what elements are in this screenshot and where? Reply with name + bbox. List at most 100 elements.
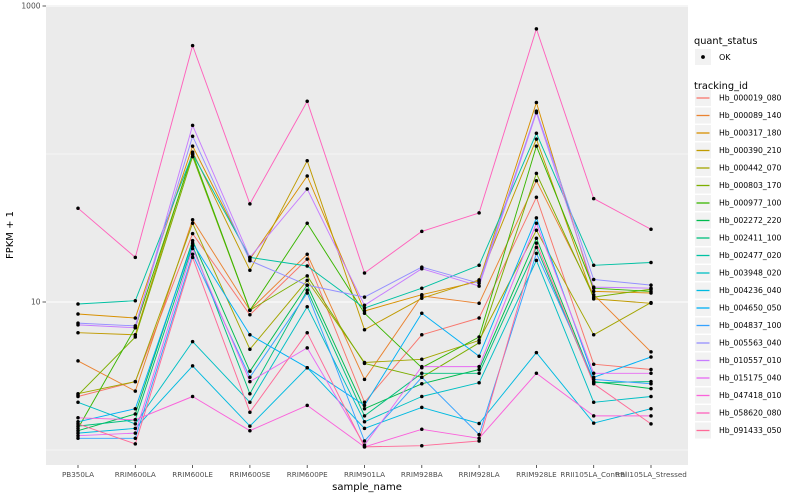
data-points xyxy=(76,27,653,449)
data-point xyxy=(133,426,138,431)
legend-label-Hb_000019_080: Hb_000019_080 xyxy=(719,94,781,103)
data-point xyxy=(133,379,138,384)
data-point xyxy=(133,436,138,441)
legend-label-Hb_058620_080: Hb_058620_080 xyxy=(719,409,781,418)
data-point xyxy=(248,268,252,272)
data-point xyxy=(420,266,424,271)
data-point xyxy=(420,443,424,448)
data-point xyxy=(248,369,252,374)
data-point xyxy=(305,365,309,370)
data-point xyxy=(305,288,309,293)
data-point xyxy=(534,228,539,233)
data-point xyxy=(133,316,138,320)
data-point xyxy=(248,258,252,263)
data-point xyxy=(76,302,80,306)
data-point xyxy=(649,371,653,376)
legend-label-Hb_002477_020: Hb_002477_020 xyxy=(719,251,781,260)
data-point xyxy=(420,394,424,399)
data-point xyxy=(76,330,80,335)
data-point xyxy=(591,295,596,299)
data-point xyxy=(591,382,596,386)
data-point xyxy=(76,422,80,426)
data-point xyxy=(420,229,424,234)
data-point xyxy=(534,178,539,183)
data-point xyxy=(248,313,252,317)
data-point xyxy=(477,436,481,441)
data-point xyxy=(362,303,367,308)
data-point xyxy=(477,263,481,268)
data-point xyxy=(591,333,596,337)
data-point xyxy=(649,260,653,265)
data-point xyxy=(477,278,481,282)
data-point xyxy=(534,350,539,355)
data-point xyxy=(248,347,252,351)
data-point xyxy=(420,382,424,386)
data-point xyxy=(133,335,138,339)
data-point xyxy=(190,394,195,399)
data-point xyxy=(76,436,80,441)
data-point xyxy=(534,171,539,176)
data-point xyxy=(420,405,424,410)
legend-label-Hb_000390_210: Hb_000390_210 xyxy=(719,146,781,155)
data-point xyxy=(534,221,539,226)
data-point xyxy=(133,422,138,426)
data-point xyxy=(534,27,539,31)
data-point xyxy=(76,428,80,433)
data-point xyxy=(477,335,481,339)
x-tick-label: RRIM600LE xyxy=(172,470,213,479)
x-tick-label: PB350LA xyxy=(62,470,94,479)
legend-label-Hb_000977_100: Hb_000977_100 xyxy=(719,199,781,208)
data-point xyxy=(477,301,481,306)
data-point xyxy=(133,431,138,435)
data-point xyxy=(591,196,596,201)
legend-label-Hb_003948_020: Hb_003948_020 xyxy=(719,269,781,278)
data-point xyxy=(305,187,309,191)
data-point xyxy=(649,283,653,287)
data-point xyxy=(305,330,309,335)
data-point xyxy=(362,420,367,424)
data-point xyxy=(305,221,309,226)
x-tick-label: RRIM928LE xyxy=(516,470,557,479)
data-point xyxy=(649,422,653,426)
data-point xyxy=(420,286,424,290)
data-point xyxy=(248,410,252,414)
x-tick-label: RRIM600LA xyxy=(115,470,156,479)
x-tick-label: RRIM928BA xyxy=(401,470,443,479)
data-point xyxy=(362,439,367,443)
data-point xyxy=(534,241,539,245)
data-point xyxy=(362,426,367,431)
data-point xyxy=(362,414,367,418)
data-point xyxy=(190,241,195,245)
legend-label-Hb_004650_050: Hb_004650_050 xyxy=(719,304,781,313)
data-point xyxy=(420,292,424,297)
data-point xyxy=(420,427,424,432)
data-point xyxy=(190,154,195,159)
data-point xyxy=(248,391,252,396)
data-point xyxy=(591,371,596,376)
data-point xyxy=(133,442,138,446)
data-point xyxy=(649,350,653,354)
data-point xyxy=(305,278,309,283)
data-point xyxy=(190,364,195,368)
data-point xyxy=(362,377,367,382)
data-point xyxy=(534,236,539,240)
ok-point-icon xyxy=(701,55,705,59)
data-point xyxy=(649,406,653,411)
data-point xyxy=(362,311,367,315)
data-point xyxy=(534,371,539,376)
data-point xyxy=(420,364,424,369)
data-point xyxy=(649,227,653,232)
data-point xyxy=(190,238,195,243)
data-point xyxy=(534,216,539,220)
data-point xyxy=(362,406,367,411)
data-point xyxy=(133,412,138,416)
data-point xyxy=(649,414,653,418)
legend-label-Hb_091433_050: Hb_091433_050 xyxy=(719,426,781,435)
legend-label-Hb_010557_010: Hb_010557_010 xyxy=(719,356,781,365)
data-point xyxy=(420,296,424,301)
data-point xyxy=(248,333,252,337)
data-point xyxy=(649,382,653,386)
data-point xyxy=(477,281,481,285)
data-point xyxy=(420,311,424,315)
data-point xyxy=(190,243,195,248)
